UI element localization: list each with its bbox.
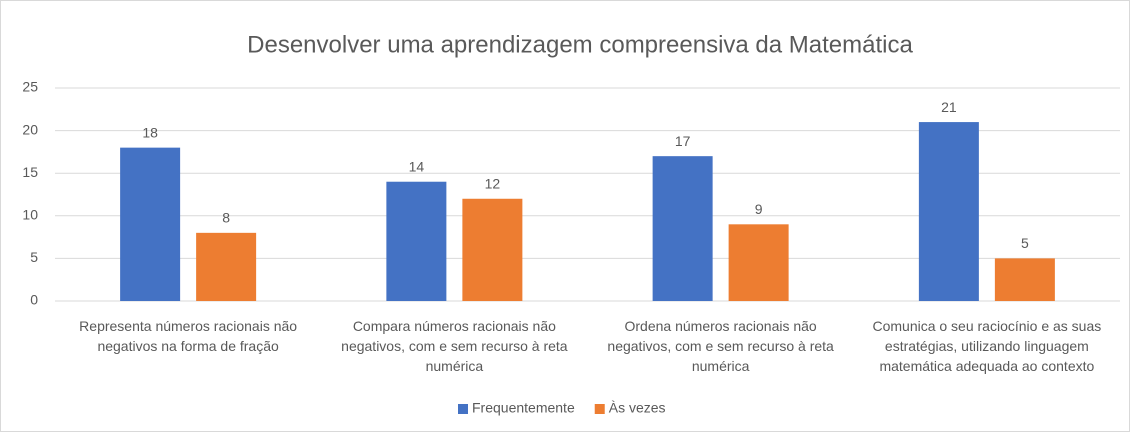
legend-swatch — [594, 404, 605, 414]
x-tick-label: Comunica o seu raciocínio e as suas estr… — [872, 318, 1102, 374]
bar — [462, 198, 523, 301]
legend-label: Às vezes — [609, 400, 666, 416]
data-label: 21 — [941, 99, 957, 115]
bar — [728, 224, 789, 301]
y-tick-label: 15 — [22, 164, 38, 180]
bar — [918, 122, 979, 301]
y-tick-label: 0 — [30, 292, 38, 308]
y-tick-label: 10 — [22, 207, 38, 223]
bar — [120, 147, 181, 301]
data-label: 18 — [142, 124, 158, 140]
data-label: 9 — [755, 201, 763, 217]
bar — [386, 181, 447, 301]
x-tick-label: Ordena números racionais não negativos, … — [607, 318, 834, 374]
bar — [196, 232, 257, 301]
bar — [994, 258, 1055, 301]
data-label: 8 — [222, 210, 230, 226]
data-label: 14 — [409, 158, 425, 174]
data-label: 12 — [485, 175, 501, 191]
chart-title: Desenvolver uma aprendizagem compreensiv… — [247, 31, 913, 58]
x-tick-label: Representa números racionais não negativ… — [79, 318, 298, 354]
data-label: 17 — [675, 133, 691, 149]
bar — [652, 156, 713, 301]
y-tick-label: 20 — [22, 121, 38, 137]
x-tick-label: Compara números racionais não negativos,… — [341, 318, 568, 374]
y-tick-label: 5 — [30, 249, 38, 265]
y-tick-label: 25 — [22, 79, 38, 95]
legend-label: Frequentemente — [472, 400, 575, 416]
legend-swatch — [458, 404, 468, 414]
data-label: 5 — [1021, 235, 1029, 251]
